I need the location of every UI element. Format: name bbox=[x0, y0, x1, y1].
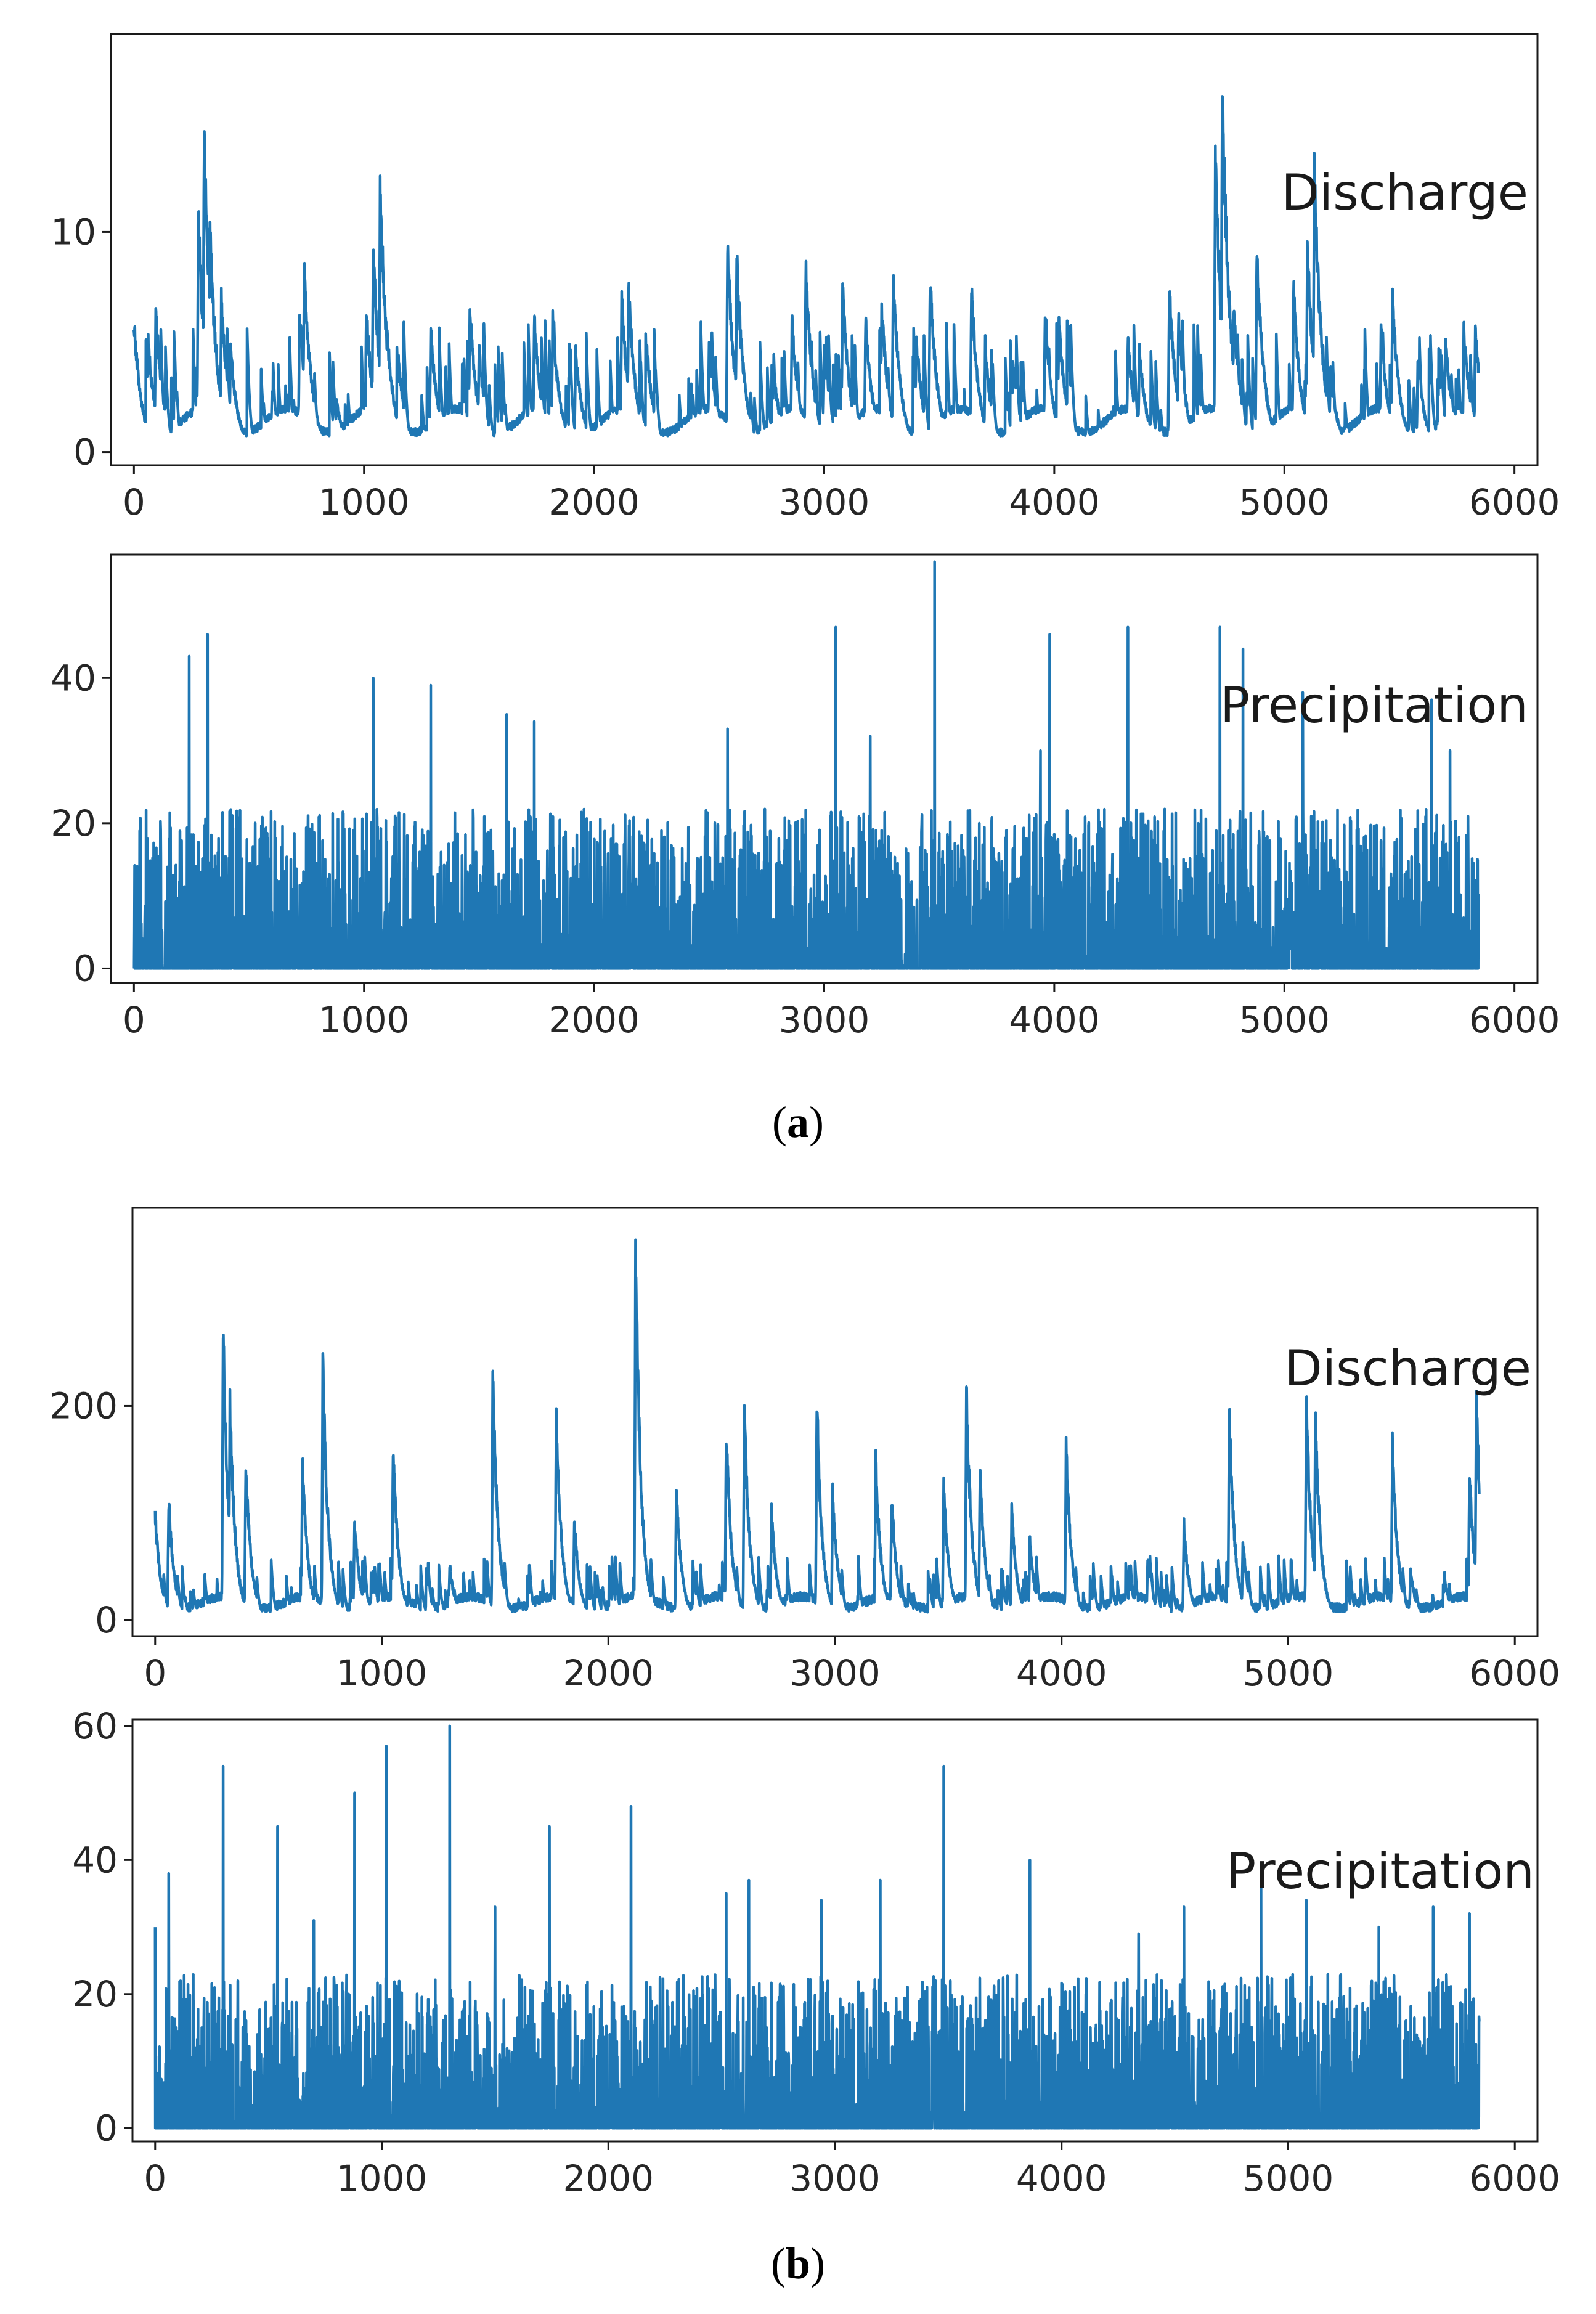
panel-b-discharge-series-label: Discharge bbox=[1284, 1340, 1531, 1397]
panel-b-discharge-ytick-label: 0 bbox=[95, 1599, 118, 1641]
panel-b-precipitation-xtick-label: 6000 bbox=[1469, 2157, 1560, 2199]
panel-a-precipitation-series-label: Precipitation bbox=[1220, 677, 1528, 734]
panel-a-discharge-ytick-label: 0 bbox=[73, 431, 96, 473]
panel-a-discharge-xtick-label: 5000 bbox=[1239, 481, 1330, 523]
panel-a-discharge-series-label: Discharge bbox=[1281, 164, 1528, 221]
panel-b-precipitation-ytick-label: 0 bbox=[95, 2107, 118, 2149]
panel-a-precipitation-ytick-label: 20 bbox=[51, 802, 96, 844]
panel-b-discharge-ytick-label: 200 bbox=[49, 1385, 118, 1427]
panel-a-discharge-xtick-label: 1000 bbox=[319, 481, 410, 523]
panel-b-precipitation-ytick-label: 40 bbox=[72, 1839, 118, 1881]
panel-b-precipitation-xtick-label: 0 bbox=[144, 2157, 166, 2199]
panel-b-precipitation-series-line bbox=[153, 1724, 1481, 2130]
caption-letter-a: a bbox=[787, 1098, 809, 1147]
panel-b-discharge-xtick-label: 6000 bbox=[1469, 1652, 1560, 1694]
panel-b-precipitation-xtick-label: 4000 bbox=[1016, 2157, 1107, 2199]
panel-a-precipitation-series-line bbox=[132, 560, 1480, 970]
panel-b-precipitation-xtick-label: 2000 bbox=[563, 2157, 654, 2199]
panel-b-precipitation-series-label: Precipitation bbox=[1226, 1843, 1534, 1900]
panel-a-precipitation-xtick-label: 3000 bbox=[779, 999, 870, 1041]
panel-a-discharge-xtick-label: 4000 bbox=[1009, 481, 1100, 523]
panel-a-precipitation-xtick-label: 0 bbox=[123, 999, 145, 1041]
panel-a-discharge-series-line bbox=[132, 95, 1480, 438]
panel-a-precipitation-xtick-label: 6000 bbox=[1469, 999, 1560, 1041]
panel-a-precipitation-xtick-label: 1000 bbox=[319, 999, 410, 1041]
panel-b-discharge-xtick-label: 4000 bbox=[1016, 1652, 1107, 1694]
panel-b-discharge-xtick-label: 1000 bbox=[336, 1652, 428, 1694]
panel-b-precipitation-xtick-label: 1000 bbox=[336, 2157, 428, 2199]
panel-b-discharge-xtick-label: 0 bbox=[144, 1652, 166, 1694]
caption-letter-b: b bbox=[785, 2239, 811, 2288]
panel-a-discharge-ytick-label: 10 bbox=[51, 211, 96, 253]
panel-b-discharge-series-line bbox=[153, 1238, 1481, 1614]
panel-a-precipitation-xtick-label: 2000 bbox=[548, 999, 640, 1041]
panel-a-precipitation-ytick-label: 0 bbox=[73, 947, 96, 989]
panel-b-precipitation-xtick-label: 3000 bbox=[789, 2157, 881, 2199]
panel-b-discharge-xtick-label: 3000 bbox=[789, 1652, 881, 1694]
panel-a-precipitation-xtick-label: 4000 bbox=[1009, 999, 1100, 1041]
panel-a-discharge-xtick-label: 6000 bbox=[1469, 481, 1560, 523]
panel-a-discharge-xtick-label: 3000 bbox=[779, 481, 870, 523]
panel-b-precipitation-ytick-label: 60 bbox=[72, 1705, 118, 1747]
panel-a-precipitation-ytick-label: 40 bbox=[51, 657, 96, 699]
panel-a-discharge-xtick-label: 0 bbox=[123, 481, 145, 523]
panel-caption-a: (a) bbox=[772, 1098, 824, 1147]
panel-b-discharge-xtick-label: 2000 bbox=[563, 1652, 654, 1694]
panel-a-discharge-xtick-label: 2000 bbox=[548, 481, 640, 523]
panel-a-precipitation-xtick-label: 5000 bbox=[1239, 999, 1330, 1041]
panel-b-precipitation-xtick-label: 5000 bbox=[1243, 2157, 1334, 2199]
panel-caption-b: (b) bbox=[770, 2239, 825, 2288]
panel-b-precipitation-ytick-label: 20 bbox=[72, 1973, 118, 2015]
panel-b-discharge-xtick-label: 5000 bbox=[1243, 1652, 1334, 1694]
